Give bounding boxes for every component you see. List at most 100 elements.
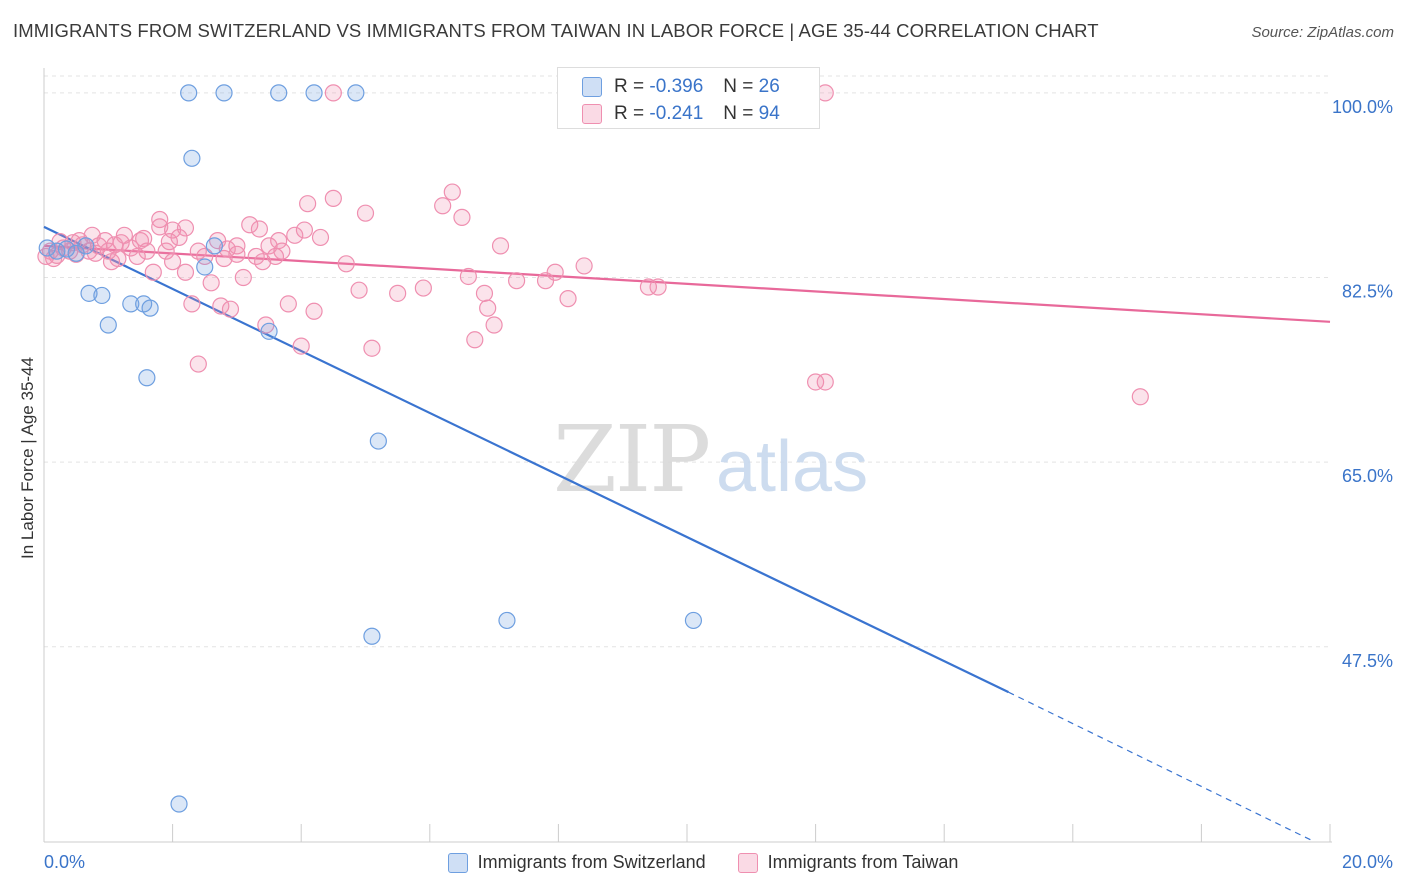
stats-row-switzerland: R = -0.396 N = 26 [582, 74, 780, 100]
y-tick-labels: 47.5% 65.0% 82.5% 100.0% [1332, 97, 1393, 671]
y-axis-label: In Labor Force | Age 35-44 [18, 357, 37, 559]
r-value-switzerland: -0.396 [649, 76, 704, 97]
r-label: R = [614, 76, 645, 97]
point-switzerland [141, 299, 159, 317]
point-taiwan [270, 231, 288, 250]
point-switzerland [99, 316, 117, 334]
point-switzerland [205, 237, 223, 255]
point-taiwan [1131, 388, 1149, 406]
point-switzerland [138, 369, 156, 387]
y-tick-label: 65.0% [1342, 466, 1393, 486]
point-taiwan [164, 253, 182, 271]
n-label: N = [723, 76, 754, 97]
point-taiwan [350, 281, 368, 299]
point-taiwan [546, 263, 564, 281]
point-taiwan [559, 290, 577, 308]
point-taiwan [459, 267, 477, 286]
legend-swatch-switzerland [447, 852, 468, 873]
point-switzerland [369, 432, 387, 450]
point-taiwan [183, 295, 201, 313]
swatch-taiwan [582, 104, 602, 124]
point-taiwan [112, 234, 130, 252]
point-taiwan [479, 299, 497, 317]
trend-line-taiwan [43, 244, 1331, 323]
point-taiwan [475, 284, 494, 302]
legend-item-taiwan[interactable]: Immigrants from Taiwan [737, 852, 958, 873]
point-switzerland [215, 84, 233, 102]
source-label: Source: ZipAtlas.com [1251, 24, 1394, 41]
point-taiwan [356, 204, 375, 222]
watermark-zip: ZIP [553, 406, 709, 513]
data-points [37, 84, 1149, 813]
point-taiwan [138, 242, 156, 260]
trend-lines [43, 225, 1331, 841]
point-taiwan [83, 226, 101, 244]
legend-swatch-taiwan [737, 852, 758, 873]
y-tick-label: 82.5% [1342, 282, 1393, 302]
point-taiwan [64, 234, 82, 252]
watermark-atlas: atlas [716, 427, 868, 507]
r-label: R = [614, 103, 645, 124]
chart-title: IMMIGRANTS FROM SWITZERLAND VS IMMIGRANT… [13, 20, 1099, 41]
point-taiwan [273, 242, 291, 260]
watermark: ZIP atlas [553, 406, 868, 513]
y-tick-label: 100.0% [1332, 97, 1393, 117]
point-taiwan [453, 208, 471, 226]
point-switzerland [684, 611, 703, 630]
point-taiwan [414, 279, 432, 297]
point-taiwan [176, 219, 195, 237]
point-taiwan [389, 284, 407, 302]
axes [43, 68, 1332, 843]
point-taiwan [160, 233, 178, 251]
point-taiwan [202, 274, 220, 292]
x-tick-min: 0.0% [44, 852, 86, 872]
point-taiwan [305, 302, 323, 320]
point-taiwan [434, 197, 452, 215]
x-tick-max: 20.0% [1341, 852, 1393, 872]
point-taiwan [241, 216, 259, 234]
point-taiwan [292, 337, 310, 355]
point-switzerland [93, 286, 111, 305]
point-taiwan [212, 297, 230, 315]
point-switzerland [183, 149, 201, 167]
n-label: N = [723, 103, 754, 124]
point-taiwan [311, 228, 330, 247]
point-taiwan [234, 268, 252, 287]
point-taiwan [221, 300, 240, 318]
point-taiwan [189, 355, 207, 373]
stats-legend: R = -0.396 N = 26 R = -0.241 N = 94 [557, 67, 820, 129]
y-tick-label: 47.5% [1342, 651, 1393, 671]
point-taiwan [324, 189, 342, 207]
point-switzerland [196, 258, 214, 276]
point-taiwan [806, 373, 825, 391]
point-taiwan [443, 183, 461, 201]
point-taiwan [135, 229, 153, 248]
n-value-switzerland: 26 [758, 76, 780, 97]
series-legend: Immigrants from Switzerland Immigrants f… [0, 852, 1406, 873]
point-switzerland [498, 611, 516, 630]
point-taiwan [295, 221, 314, 239]
point-taiwan [279, 295, 297, 313]
trend-line-switzerland [43, 225, 1009, 694]
point-switzerland [305, 84, 323, 102]
n-value-taiwan: 94 [758, 103, 780, 124]
point-switzerland [260, 322, 278, 340]
point-taiwan [491, 237, 510, 255]
point-switzerland [170, 795, 188, 813]
point-taiwan [575, 257, 593, 275]
point-taiwan [250, 220, 269, 238]
point-taiwan [106, 236, 124, 254]
point-taiwan [151, 210, 169, 229]
point-taiwan [151, 218, 169, 236]
point-switzerland [347, 84, 365, 102]
legend-label-switzerland: Immigrants from Switzerland [477, 852, 706, 872]
point-taiwan [215, 249, 233, 268]
legend-item-switzerland[interactable]: Immigrants from Switzerland [447, 852, 706, 873]
point-taiwan [816, 373, 834, 391]
point-switzerland [57, 240, 76, 258]
trend-line-switzerland-extension [1008, 691, 1311, 841]
point-switzerland [180, 84, 198, 102]
r-value-taiwan: -0.241 [649, 103, 704, 124]
point-switzerland [270, 84, 288, 102]
